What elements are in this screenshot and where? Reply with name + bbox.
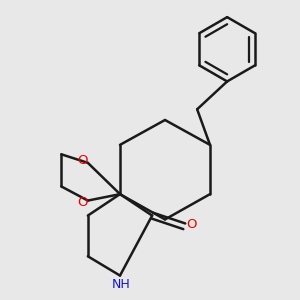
Text: O: O	[77, 196, 88, 209]
Text: NH: NH	[112, 278, 131, 292]
Text: O: O	[187, 218, 197, 231]
Text: O: O	[77, 154, 88, 167]
